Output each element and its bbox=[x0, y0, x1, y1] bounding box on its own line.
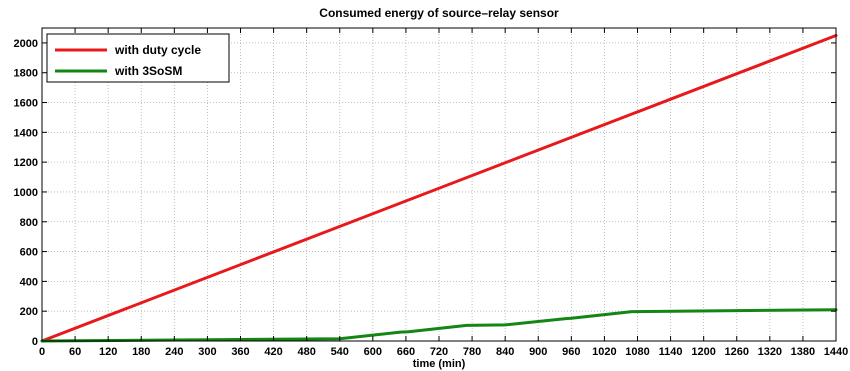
x-tick-label: 900 bbox=[529, 346, 547, 358]
x-axis-label: time (min) bbox=[413, 358, 466, 370]
y-tick-label: 1000 bbox=[14, 187, 38, 199]
legend-box bbox=[46, 33, 230, 83]
x-tick-label: 1380 bbox=[791, 346, 815, 358]
x-tick-label: 840 bbox=[496, 346, 514, 358]
series-line-1 bbox=[40, 34, 838, 343]
x-tick-label: 300 bbox=[198, 346, 216, 358]
y-tick-label: 400 bbox=[20, 276, 38, 288]
ticks: 0 60 120 180 240 300 360 420 480 540 600 660 720 780 8… bbox=[14, 28, 848, 358]
y-tick-label: 800 bbox=[20, 217, 38, 229]
x-tick-label: 1080 bbox=[625, 346, 649, 358]
series-line-2 bbox=[40, 308, 838, 343]
chart-title: Consumed energy of source–relay sensor bbox=[319, 6, 559, 20]
x-tick-label: 60 bbox=[69, 346, 81, 358]
y-tick-label: 600 bbox=[20, 247, 38, 259]
x-tick-label: 240 bbox=[165, 346, 183, 358]
x-tick-label: 780 bbox=[463, 346, 481, 358]
x-tick-label: 420 bbox=[264, 346, 282, 358]
x-tick-label: 480 bbox=[297, 346, 315, 358]
x-tick-label: 960 bbox=[562, 346, 580, 358]
x-tick-label: 0 bbox=[39, 346, 45, 358]
x-tick-label: 600 bbox=[364, 346, 382, 358]
y-tick-label: 1600 bbox=[14, 98, 38, 110]
x-tick-label: 360 bbox=[231, 346, 249, 358]
y-tick-label: 1200 bbox=[14, 157, 38, 169]
x-tick-label: 1260 bbox=[725, 346, 749, 358]
x-tick-label: 660 bbox=[397, 346, 415, 358]
grid bbox=[42, 28, 836, 341]
legend: with duty cycle with 3SoSM bbox=[46, 33, 230, 83]
legend-label-2: with 3SoSM bbox=[114, 64, 182, 78]
x-tick-label: 1440 bbox=[824, 346, 848, 358]
y-tick-label: 0 bbox=[32, 336, 38, 348]
y-tick-label: 1800 bbox=[14, 68, 38, 80]
x-tick-label: 1140 bbox=[659, 346, 683, 358]
x-tick-label: 1320 bbox=[758, 346, 782, 358]
x-tick-label: 720 bbox=[430, 346, 448, 358]
x-tick-label: 120 bbox=[99, 346, 117, 358]
y-tick-label: 2000 bbox=[14, 38, 38, 50]
y-tick-label: 200 bbox=[20, 306, 38, 318]
x-tick-label: 180 bbox=[132, 346, 150, 358]
x-tick-label: 1020 bbox=[592, 346, 616, 358]
x-tick-label: 1200 bbox=[691, 346, 715, 358]
y-tick-label: 1400 bbox=[14, 127, 38, 139]
legend-label-1: with duty cycle bbox=[114, 43, 201, 57]
series-layer bbox=[40, 34, 838, 343]
x-tick-label: 540 bbox=[331, 346, 349, 358]
